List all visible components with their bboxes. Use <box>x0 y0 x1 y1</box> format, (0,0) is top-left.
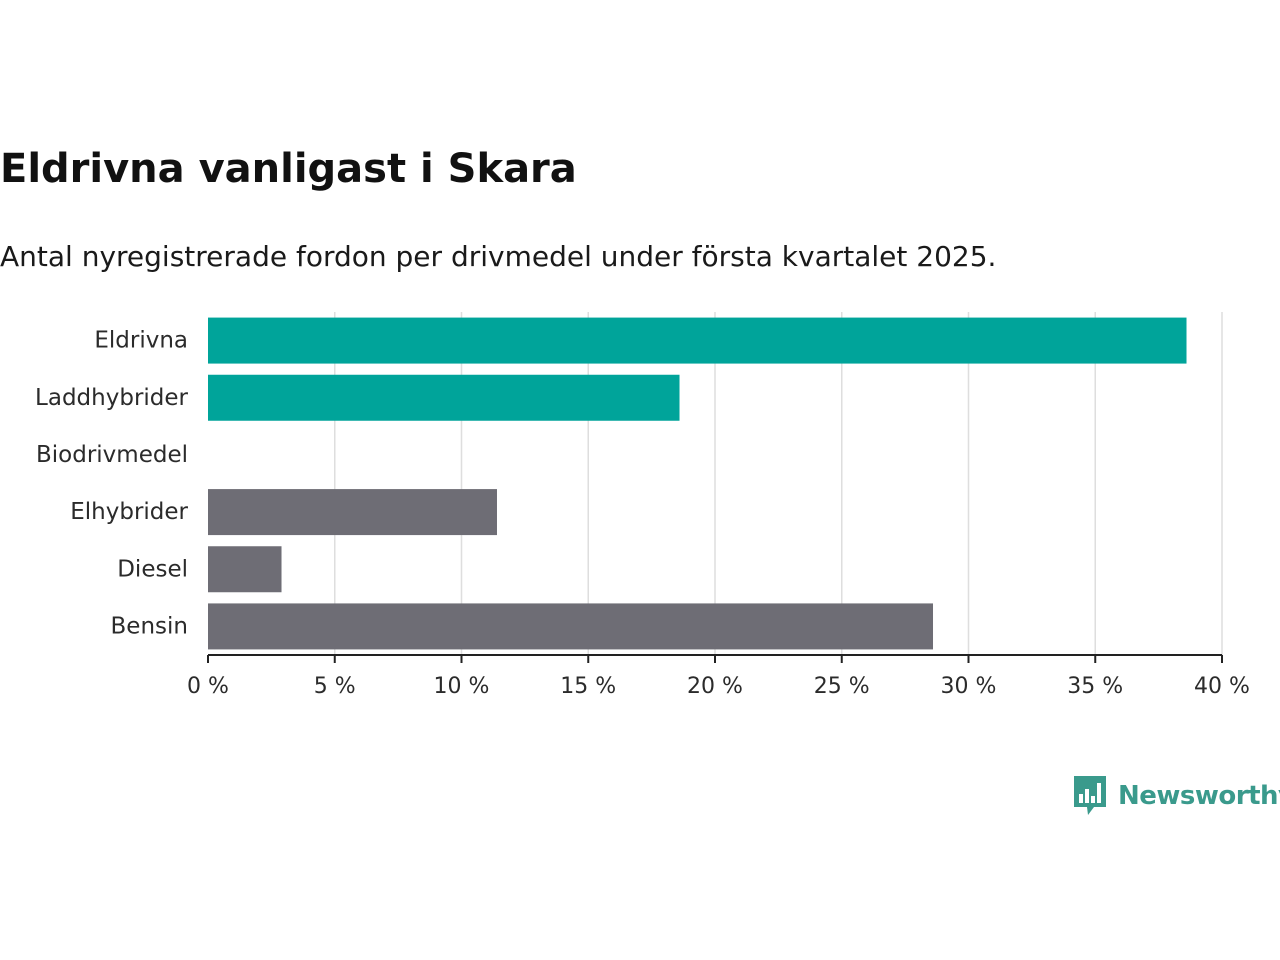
brand-name: Newsworthy <box>1118 781 1280 811</box>
bar-elhybrider <box>208 489 497 536</box>
category-label: Biodrivmedel <box>36 442 188 468</box>
x-tick-label: 20 % <box>687 674 743 699</box>
chart-subtitle: Antal nyregistrerade fordon per drivmede… <box>0 240 997 273</box>
bar-diesel <box>208 546 282 593</box>
category-labels: Eldrivna Laddhybrider Biodrivmedel Elhybrid… <box>35 328 188 640</box>
category-label: Diesel <box>117 556 188 582</box>
gridlines <box>334 312 1223 655</box>
x-tick-label: 5 % <box>314 674 356 699</box>
x-axis: 0 % 5 % 10 % 15 % 20 % 25 % 30 % 35 % 40 % <box>187 654 1250 699</box>
bar-laddhybrider <box>208 374 680 421</box>
x-tick-label: 10 % <box>434 674 490 699</box>
category-label: Eldrivna <box>94 328 188 354</box>
newsworthy-logo: Newsworthy <box>1072 774 1280 818</box>
chart-title: Eldrivna vanligast i Skara <box>0 146 577 192</box>
bar-bensin <box>208 603 934 650</box>
x-tick-label: 0 % <box>187 674 229 699</box>
x-tick-label: 25 % <box>814 674 870 699</box>
category-label: Elhybrider <box>70 499 188 525</box>
x-tick-label: 15 % <box>560 674 616 699</box>
x-tick-label: 30 % <box>941 674 997 699</box>
bar-chart-speech-bubble-icon <box>1074 776 1106 815</box>
x-tick-label: 40 % <box>1194 674 1250 699</box>
category-label: Bensin <box>111 613 188 639</box>
x-tick-label: 35 % <box>1067 674 1123 699</box>
bars <box>208 317 1187 650</box>
bar-eldrivna <box>208 317 1187 364</box>
category-label: Laddhybrider <box>35 385 188 411</box>
